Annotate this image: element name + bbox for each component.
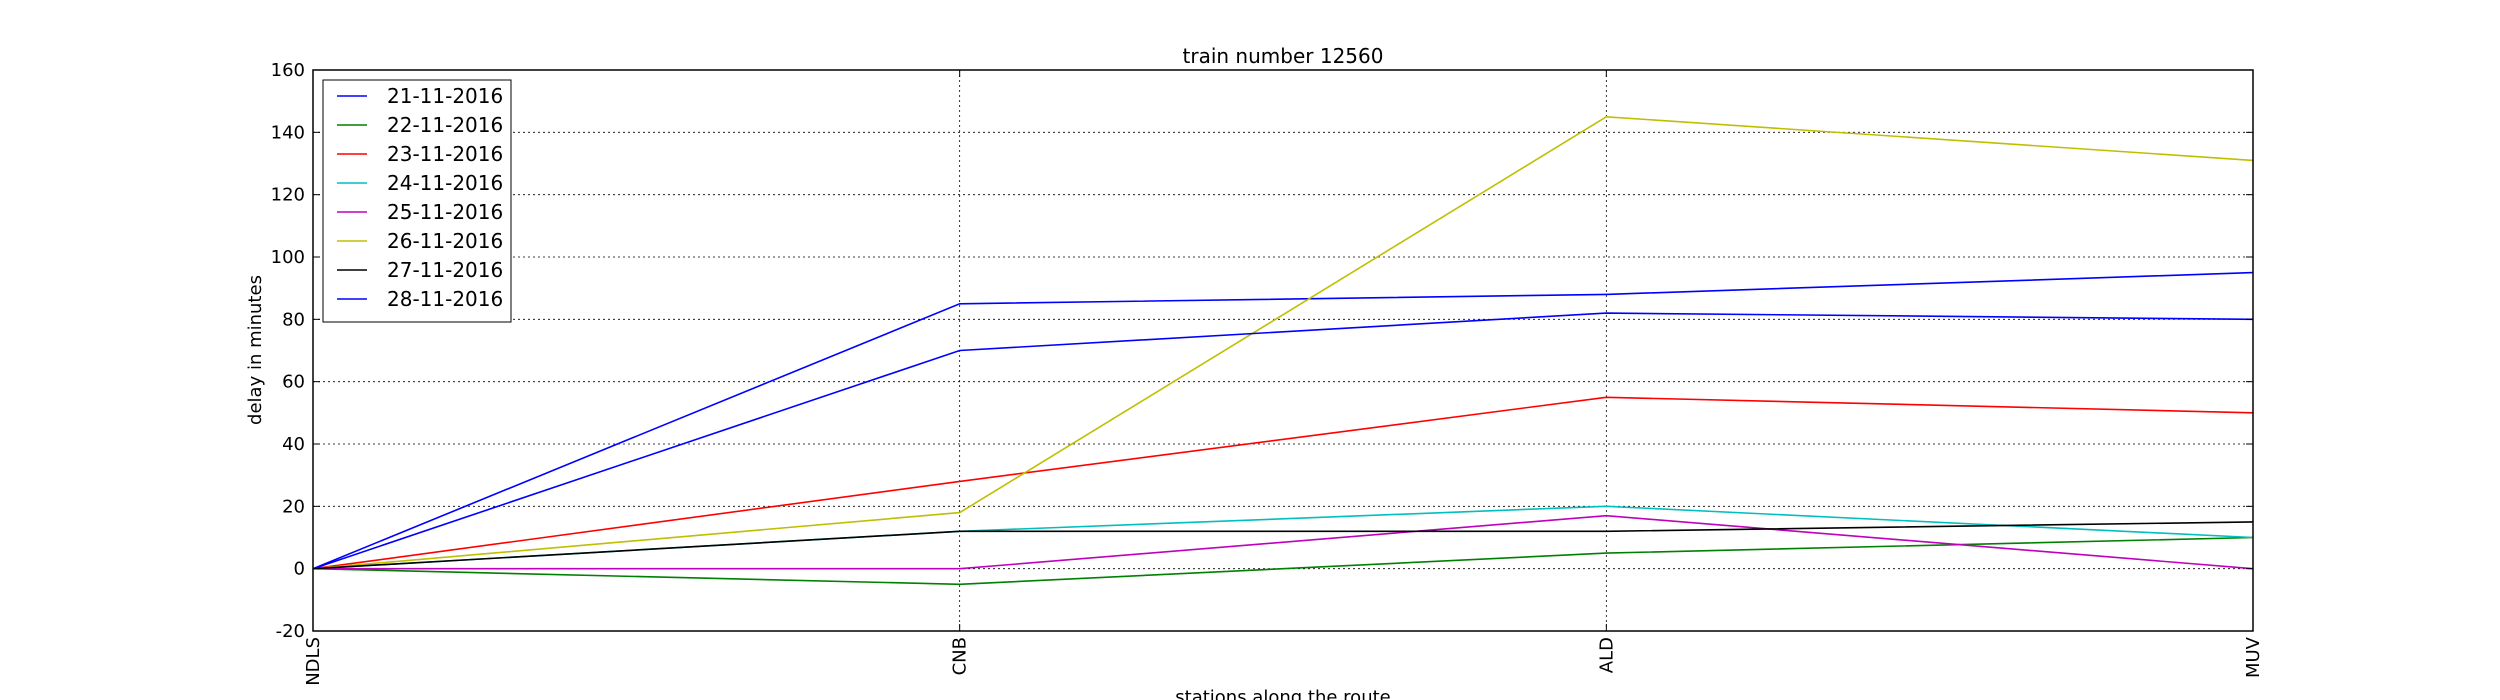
legend-label-7: 27-11-2016 [387, 258, 503, 282]
y-tick-label: 140 [271, 122, 305, 143]
legend-label-4: 24-11-2016 [387, 171, 503, 195]
y-tick-label: 40 [282, 434, 305, 455]
x-tick-label: CNB [950, 637, 971, 675]
series-line-1 [312, 271, 2254, 570]
legend-label-6: 26-11-2016 [387, 229, 503, 253]
series-line-7 [312, 521, 2254, 570]
series-line-3 [312, 396, 2254, 570]
legend-label-2: 22-11-2016 [387, 113, 503, 137]
legend-label-5: 25-11-2016 [387, 200, 503, 224]
series-line-5 [313, 514, 2254, 570]
chart-title: train number 12560 [1183, 44, 1384, 68]
y-tick-label: 120 [271, 185, 305, 206]
x-tick-label: ALD [1596, 637, 1617, 673]
legend: 21-11-2016 22-11-2016 23-11-2016 24-11-2016… [322, 79, 512, 323]
series-lines [312, 115, 2254, 586]
legend-label-8: 28-11-2016 [387, 287, 503, 311]
y-tick-label: 60 [282, 372, 305, 393]
series-line-2 [312, 536, 2254, 586]
legend-label-3: 23-11-2016 [387, 142, 503, 166]
y-axis-title: delay in minutes [245, 275, 266, 425]
x-tick-label: NDLS [303, 637, 324, 686]
series-line-6 [312, 115, 2254, 570]
y-tick-label: 160 [271, 60, 305, 81]
legend-box [322, 79, 512, 323]
x-tick-label: MUV [2243, 636, 2264, 678]
plot-area-frame [312, 69, 2254, 632]
y-tick-label: -20 [276, 621, 305, 642]
axis-ticks: -20 0 20 40 60 80 100 120 140 160 NDLS CNB ALD MUV [271, 60, 2264, 686]
x-axis-title: stations along the route [1175, 687, 1390, 700]
y-tick-label: 100 [271, 247, 305, 268]
y-tick-label: 0 [294, 559, 305, 580]
legend-label-1: 21-11-2016 [387, 84, 503, 108]
series-line-8 [312, 312, 2254, 570]
y-tick-label: 20 [282, 496, 305, 517]
y-tick-label: 80 [282, 309, 305, 330]
